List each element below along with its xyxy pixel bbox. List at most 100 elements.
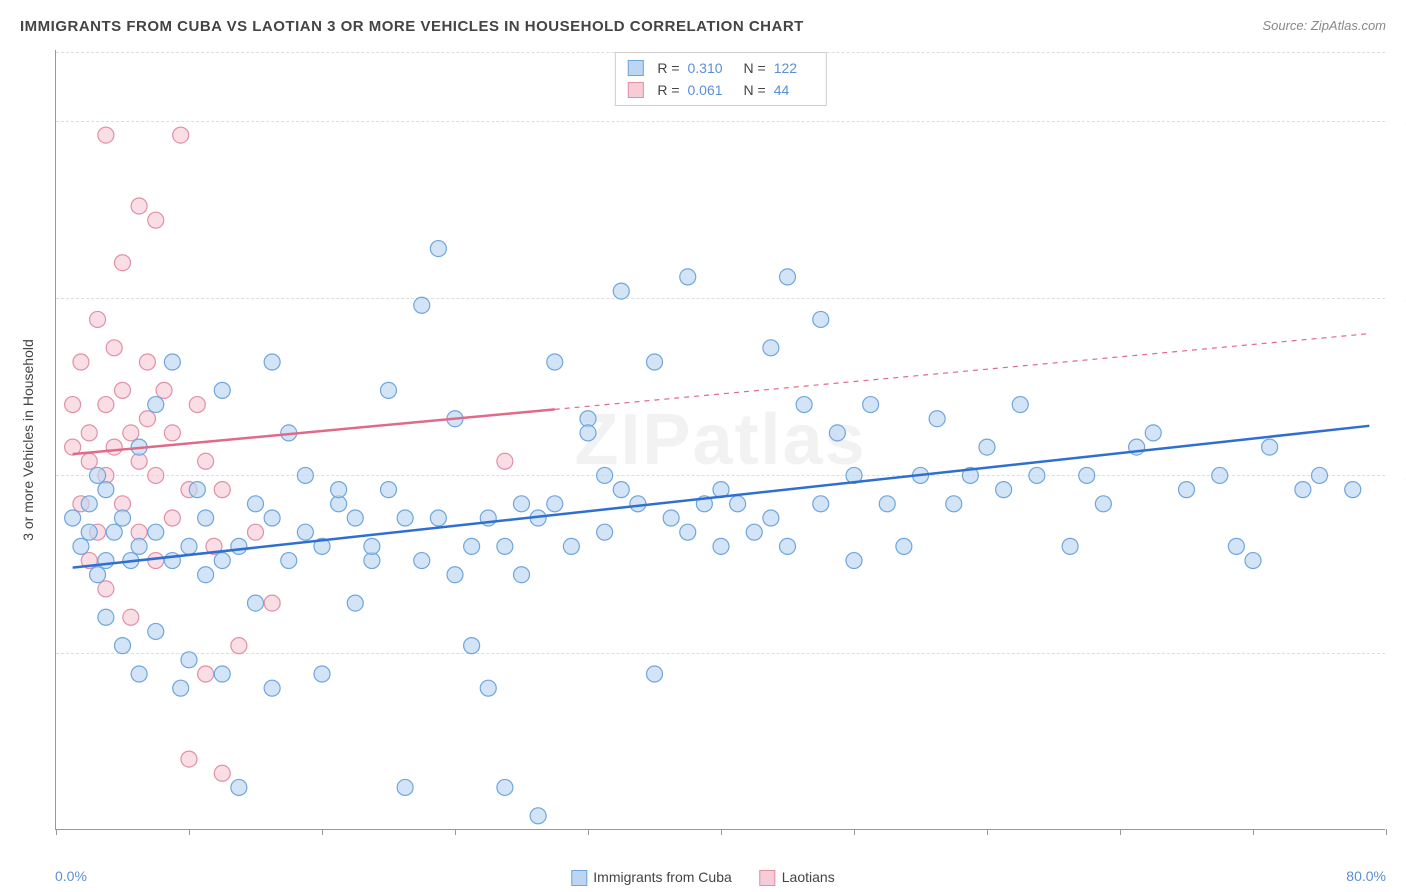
- data-point: [480, 680, 496, 696]
- stats-row: R =0.310N =122: [627, 57, 813, 79]
- data-point: [214, 666, 230, 682]
- data-point: [164, 354, 180, 370]
- data-point: [90, 311, 106, 327]
- legend-swatch: [571, 870, 587, 886]
- data-point: [148, 553, 164, 569]
- x-max-label: 80.0%: [1346, 868, 1386, 884]
- data-point: [98, 581, 114, 597]
- data-point: [264, 680, 280, 696]
- data-point: [198, 510, 214, 526]
- data-point: [81, 496, 97, 512]
- data-point: [139, 354, 155, 370]
- data-point: [181, 751, 197, 767]
- data-point: [514, 496, 530, 512]
- data-point: [613, 283, 629, 299]
- data-point: [198, 453, 214, 469]
- data-point: [148, 467, 164, 483]
- data-point: [164, 510, 180, 526]
- y-axis-label: 3 or more Vehicles in Household: [20, 339, 36, 541]
- data-point: [173, 127, 189, 143]
- data-point: [547, 496, 563, 512]
- data-point: [746, 524, 762, 540]
- data-point: [115, 382, 131, 398]
- bottom-legend: Immigrants from CubaLaotians: [571, 869, 834, 886]
- data-point: [1212, 467, 1228, 483]
- data-point: [347, 510, 363, 526]
- legend-item: Immigrants from Cuba: [571, 869, 731, 886]
- x-tick: [1120, 829, 1121, 835]
- data-point: [231, 779, 247, 795]
- data-point: [530, 808, 546, 824]
- data-point: [397, 779, 413, 795]
- data-point: [90, 467, 106, 483]
- data-point: [497, 538, 513, 554]
- data-point: [139, 411, 155, 427]
- data-point: [214, 553, 230, 569]
- data-point: [364, 538, 380, 554]
- data-point: [264, 595, 280, 611]
- data-point: [198, 567, 214, 583]
- data-point: [1012, 397, 1028, 413]
- x-tick: [56, 829, 57, 835]
- data-point: [547, 354, 563, 370]
- x-min-label: 0.0%: [55, 868, 87, 884]
- data-point: [414, 297, 430, 313]
- data-point: [106, 524, 122, 540]
- data-point: [813, 311, 829, 327]
- x-tick: [455, 829, 456, 835]
- data-point: [90, 567, 106, 583]
- data-point: [131, 666, 147, 682]
- data-point: [580, 425, 596, 441]
- data-point: [73, 538, 89, 554]
- data-point: [214, 765, 230, 781]
- data-point: [430, 241, 446, 257]
- data-point: [331, 482, 347, 498]
- data-point: [780, 538, 796, 554]
- data-point: [647, 354, 663, 370]
- data-point: [98, 609, 114, 625]
- data-point: [115, 510, 131, 526]
- data-point: [98, 127, 114, 143]
- x-tick: [189, 829, 190, 835]
- data-point: [613, 482, 629, 498]
- data-point: [780, 269, 796, 285]
- legend-swatch: [627, 82, 643, 98]
- data-point: [264, 510, 280, 526]
- data-point: [929, 411, 945, 427]
- data-point: [381, 382, 397, 398]
- data-point: [863, 397, 879, 413]
- data-point: [73, 354, 89, 370]
- data-point: [214, 482, 230, 498]
- data-point: [464, 638, 480, 654]
- data-point: [106, 340, 122, 356]
- data-point: [297, 467, 313, 483]
- scatter-chart: [56, 50, 1385, 829]
- data-point: [946, 496, 962, 512]
- data-point: [1079, 467, 1095, 483]
- data-point: [647, 666, 663, 682]
- data-point: [430, 510, 446, 526]
- data-point: [181, 652, 197, 668]
- legend-swatch: [760, 870, 776, 886]
- data-point: [314, 666, 330, 682]
- data-point: [65, 510, 81, 526]
- data-point: [497, 453, 513, 469]
- plot-area: ZIPatlas 12.5%25.0%37.5%50.0% R =0.310N …: [55, 50, 1385, 830]
- data-point: [281, 553, 297, 569]
- data-point: [148, 524, 164, 540]
- data-point: [397, 510, 413, 526]
- data-point: [189, 482, 205, 498]
- data-point: [1095, 496, 1111, 512]
- x-tick: [721, 829, 722, 835]
- data-point: [81, 425, 97, 441]
- data-point: [98, 397, 114, 413]
- x-tick: [1386, 829, 1387, 835]
- data-point: [123, 425, 139, 441]
- data-point: [189, 397, 205, 413]
- data-point: [214, 382, 230, 398]
- x-tick: [322, 829, 323, 835]
- data-point: [1312, 467, 1328, 483]
- data-point: [106, 439, 122, 455]
- stats-row: R =0.061N =44: [627, 79, 813, 101]
- data-point: [81, 453, 97, 469]
